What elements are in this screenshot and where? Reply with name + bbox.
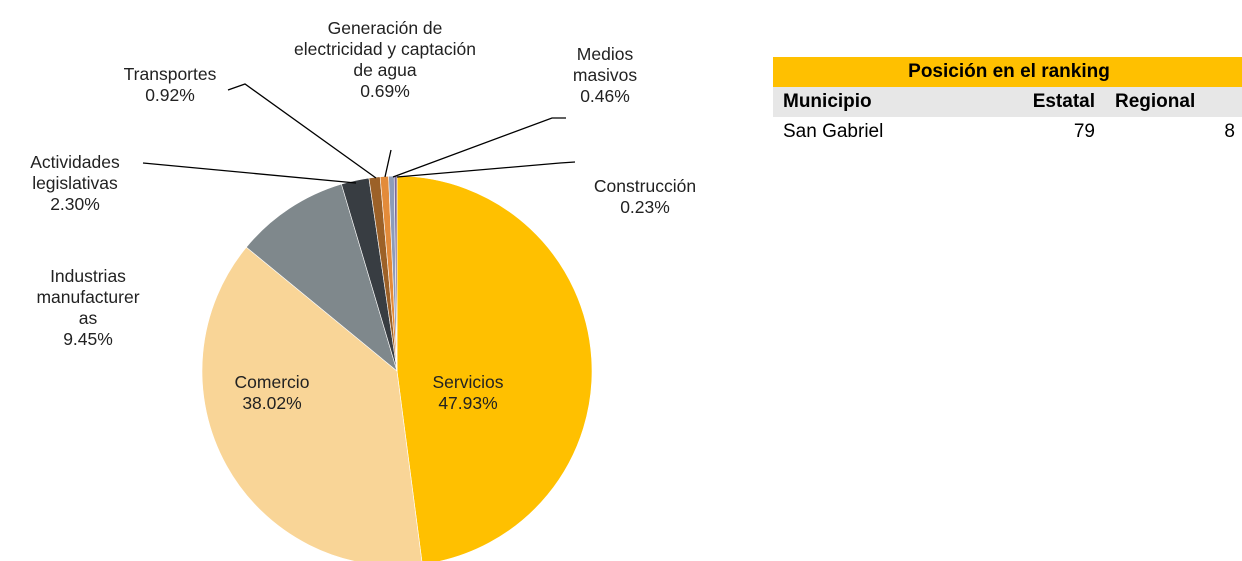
slice-value: 0.46% xyxy=(580,86,630,106)
slices xyxy=(201,175,593,561)
slice-name: Comercio xyxy=(234,372,310,392)
ranking-table: Posición en el ranking Municipio Estatal… xyxy=(773,57,1242,147)
slice-name: Generación de electricidad y captación d… xyxy=(294,18,476,80)
slice-label: Actividades legislativas 2.30% xyxy=(0,152,150,215)
header-cell: Municipio xyxy=(773,87,1000,117)
pie-slice xyxy=(201,246,423,561)
leader-line xyxy=(227,83,377,179)
slice-label: Servicios 47.93% xyxy=(408,372,528,414)
slice-label: Generación de electricidad y captación d… xyxy=(290,18,480,102)
leader-line xyxy=(396,161,576,178)
slice-value: 2.30% xyxy=(50,194,100,214)
slice-name: Actividades legislativas xyxy=(30,152,120,193)
slice-label: Comercio 38.02% xyxy=(206,372,338,414)
leader-lines xyxy=(142,83,576,184)
slice-value: 0.69% xyxy=(360,81,410,101)
header-cell: Regional xyxy=(1105,87,1242,117)
header-cell: Estatal xyxy=(1000,87,1105,117)
slice-name: Industrias manufactureras xyxy=(36,266,140,328)
cell: 8 xyxy=(1224,121,1235,142)
slice-value: 47.93% xyxy=(438,393,498,413)
table: Posición en el ranking Municipio Estatal… xyxy=(773,57,1242,147)
slice-name: Transportes xyxy=(123,64,217,84)
cell: 79 xyxy=(1073,121,1095,142)
slice-name: Servicios xyxy=(432,372,504,392)
slice-value: 38.02% xyxy=(242,393,302,413)
slice-value: 0.23% xyxy=(620,197,670,217)
table-title: Posición en el ranking xyxy=(773,57,1242,87)
slice-value: 9.45% xyxy=(63,329,113,349)
pie-slice xyxy=(245,183,398,372)
slice-label: Construcción 0.23% xyxy=(560,176,730,218)
leader-line xyxy=(142,162,357,184)
leader-line xyxy=(384,149,392,178)
slice-value: 0.92% xyxy=(145,85,195,105)
slice-label: Medios masivos 0.46% xyxy=(545,44,665,107)
slice-label: Transportes 0.92% xyxy=(95,64,245,106)
leader-line xyxy=(392,117,566,178)
pie-chart xyxy=(142,83,593,561)
slice-name: Medios masivos xyxy=(572,44,638,85)
slice-label: Industrias manufactureras 9.45% xyxy=(32,266,144,350)
pie-slice xyxy=(396,175,593,561)
slice-name: Construcción xyxy=(593,176,697,196)
cell: San Gabriel xyxy=(783,121,884,142)
